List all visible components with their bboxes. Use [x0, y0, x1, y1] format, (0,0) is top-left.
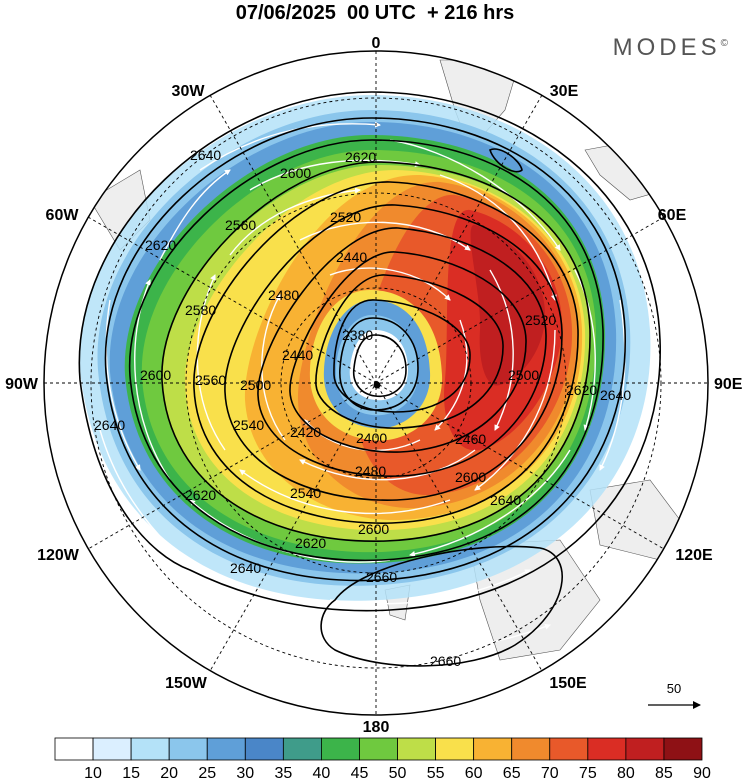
- contour-label: 2520: [330, 209, 361, 225]
- colorbar-swatch: [92, 737, 132, 761]
- colorbar-label: 25: [198, 765, 216, 782]
- colorbar-swatch: [244, 737, 284, 761]
- lon-label-30w: 30W: [172, 83, 206, 100]
- colorbar-swatch: [473, 737, 513, 761]
- contour-label: 2600: [140, 367, 171, 383]
- contour-label: 2400: [356, 430, 387, 446]
- colorbar-swatch: [549, 737, 589, 761]
- contour-label: 2440: [336, 249, 367, 265]
- contour-label: 2660: [366, 569, 397, 585]
- map-title: 07/06/2025 00 UTC + 216 hrs: [235, 2, 515, 24]
- brand-name: MODES: [612, 34, 721, 61]
- contour-label: 2420: [290, 424, 321, 440]
- contour-label: 2660: [430, 653, 461, 669]
- contour-label: 2500: [240, 377, 271, 393]
- colorbar-swatch: [663, 737, 703, 761]
- contour-label: 2600: [455, 469, 486, 485]
- colorbar-swatch: [168, 737, 208, 761]
- colorbar-swatch: [54, 737, 94, 761]
- contour-label: 2640: [190, 147, 221, 163]
- contour-label: 2580: [185, 302, 216, 318]
- colorbar-swatch: [511, 737, 551, 761]
- lon-label-0: 0: [372, 35, 381, 52]
- contour-label: 2540: [233, 417, 264, 433]
- colorbar-label: 45: [351, 765, 369, 782]
- lon-label-90w: 90W: [5, 376, 39, 393]
- colorbar-label: 10: [84, 765, 102, 782]
- colorbar-label: 40: [313, 765, 331, 782]
- colorbar-label: 30: [236, 765, 254, 782]
- contour-label: 2460: [455, 431, 486, 447]
- colorbar-swatch: [625, 737, 665, 761]
- lon-label-120w: 120W: [37, 547, 80, 564]
- contour-label: 2500: [508, 367, 539, 383]
- contour-label: 2440: [282, 347, 313, 363]
- contour-label: 2620: [185, 487, 216, 503]
- lon-label-150e: 150E: [549, 675, 587, 692]
- colorbar-swatch: [282, 737, 322, 761]
- brand-logo: MODES©: [613, 34, 728, 62]
- contour-label: 2600: [280, 165, 311, 181]
- colorbar-label: 15: [122, 765, 140, 782]
- contour-labels: 2620 2600 2520 2440 2380 2400 2460 2480 …: [94, 147, 631, 669]
- wind-speed-field: [44, 51, 708, 715]
- vector-scale-label: 50: [667, 681, 681, 696]
- colorbar-swatch: [435, 737, 475, 761]
- contour-label: 2640: [230, 560, 261, 576]
- colorbar-swatch: [359, 737, 398, 761]
- lon-label-60e: 60E: [658, 207, 687, 224]
- contour-label: 2640: [94, 417, 125, 433]
- colorbar-swatch: [130, 737, 170, 761]
- lon-label-90e: 90E: [714, 376, 743, 393]
- contour-label: 2560: [225, 217, 256, 233]
- contour-label: 2620: [295, 535, 326, 551]
- contour-label: 2620: [566, 382, 597, 398]
- graticule: [44, 51, 708, 715]
- map-boundary: [43, 50, 709, 716]
- contour-label: 2380: [342, 327, 373, 343]
- colorbar-swatch: [397, 737, 436, 761]
- height-contours: [78, 91, 661, 667]
- lon-label-30e: 30E: [550, 83, 579, 100]
- contour-label: 2540: [290, 485, 321, 501]
- colorbar-label: 70: [541, 765, 559, 782]
- contour-label: 2620: [145, 237, 176, 253]
- colorbar-label: 20: [160, 765, 178, 782]
- colorbar-label: 65: [503, 765, 521, 782]
- contour-label: 2620: [345, 149, 376, 165]
- colorbar-label: 55: [427, 765, 445, 782]
- lon-label-120e: 120E: [675, 547, 713, 564]
- contour-label: 2480: [355, 463, 386, 479]
- colorbar: 10 15 20 25 30 35 40 45 50 55 60 65 70 75 80 85 90: [54, 737, 711, 782]
- contour-label: 2640: [490, 492, 521, 508]
- contour-label: 2640: [600, 387, 631, 403]
- lon-label-180: 180: [363, 719, 390, 736]
- longitude-labels: 0 30E 60E 90E 120E 150E 180 150W 120W 90…: [5, 35, 743, 736]
- contour-label: 2480: [268, 287, 299, 303]
- colorbar-label: 35: [274, 765, 292, 782]
- colorbar-label: 90: [693, 765, 711, 782]
- colorbar-label: 85: [655, 765, 673, 782]
- colorbar-swatch: [206, 737, 246, 761]
- brand-mark: ©: [720, 38, 728, 49]
- colorbar-label: 50: [389, 765, 407, 782]
- colorbar-label: 75: [579, 765, 597, 782]
- colorbar-swatch: [587, 737, 627, 761]
- lon-label-60w: 60W: [46, 207, 80, 224]
- colorbar-label: 60: [465, 765, 483, 782]
- colorbar-label: 80: [617, 765, 635, 782]
- vector-scale: 50: [648, 681, 701, 709]
- contour-label: 2600: [358, 521, 389, 537]
- contour-label: 2560: [195, 372, 226, 388]
- lon-label-150w: 150W: [165, 675, 208, 692]
- contour-label: 2520: [525, 312, 556, 328]
- colorbar-swatch: [321, 737, 360, 761]
